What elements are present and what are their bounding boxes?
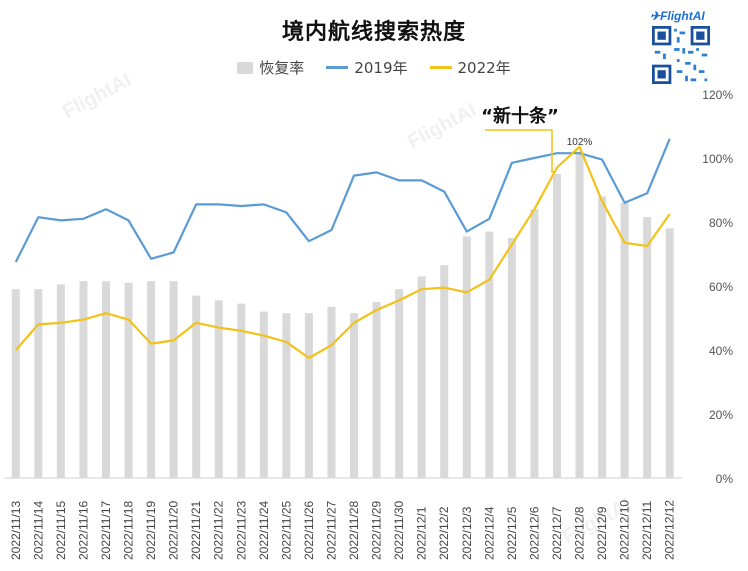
y-tick-label: 100% [702, 152, 733, 166]
x-tick-label: 2022/11/17 [99, 501, 113, 560]
bar-recovery-rate [327, 306, 336, 478]
legend-item-2022: 2022年 [429, 57, 511, 78]
bar-recovery-rate [440, 265, 449, 478]
chart-title: 境内航线搜索热度 [281, 20, 466, 45]
legend-swatch-bar [237, 61, 254, 74]
y-tick-label: 0% [716, 472, 734, 486]
bar-recovery-rate [101, 281, 110, 478]
line-2019 [14, 138, 671, 263]
bar-recovery-rate [124, 282, 133, 478]
x-tick-label: 2022/12/7 [550, 506, 564, 560]
bar-recovery-rate [530, 209, 539, 478]
legend: 恢复率 2019年 2022年 [0, 57, 748, 78]
bar-recovery-rate [598, 196, 607, 478]
bar-recovery-rate [552, 174, 561, 478]
y-tick-label: 80% [709, 216, 733, 230]
legend-label-2019: 2019年 [354, 59, 408, 77]
x-tick-label: 2022/12/4 [482, 506, 496, 560]
x-tick-label: 2022/11/14 [31, 501, 45, 560]
x-tick-label: 2022/11/15 [54, 501, 68, 560]
bar-recovery-rate [304, 313, 313, 478]
legend-label-bar: 恢复率 [259, 59, 305, 77]
x-tick-label: 2022/12/11 [640, 501, 654, 560]
x-tick-label: 2022/12/6 [527, 506, 541, 560]
x-tick-label: 2022/12/12 [663, 500, 677, 560]
qr-code-icon [652, 26, 710, 84]
legend-label-2022: 2022年 [457, 59, 511, 77]
x-tick-label: 2022/12/8 [573, 506, 587, 560]
x-tick-label: 2022/12/10 [618, 500, 632, 560]
x-tick-label: 2022/11/20 [167, 501, 181, 560]
x-tick-label: 2022/11/13 [9, 501, 23, 560]
legend-swatch-2022 [429, 66, 452, 69]
x-tick-label: 2022/11/26 [302, 501, 316, 560]
x-tick-label: 2022/11/22 [212, 501, 226, 560]
x-tick-label: 2022/11/21 [189, 501, 203, 560]
bar-recovery-rate [665, 228, 674, 478]
y-tick-label: 60% [709, 280, 733, 294]
legend-item-2019: 2019年 [326, 57, 408, 78]
x-tick-label: 2022/12/1 [415, 506, 429, 560]
bar-recovery-rate [507, 238, 516, 478]
bar-recovery-rate [34, 289, 43, 478]
bar-recovery-rate [214, 300, 223, 478]
bar-recovery-rate [575, 151, 584, 478]
x-tick-label: 2022/11/24 [257, 501, 271, 560]
bar-recovery-rate [417, 276, 426, 478]
bar-recovery-rate [395, 289, 404, 478]
legend-swatch-2019 [326, 66, 349, 69]
annotation-xinshitiao: “新十条” [481, 105, 559, 127]
x-tick-label: 2022/11/18 [122, 501, 136, 560]
bar-recovery-rate [372, 302, 381, 478]
bar-recovery-rate [56, 284, 65, 478]
bar-recovery-rate [462, 236, 471, 478]
data-label-102: 102% [567, 137, 593, 148]
x-tick-label: 2022/11/16 [76, 501, 90, 560]
x-tick-label: 2022/11/19 [144, 501, 158, 560]
brand-name: FlightAI [660, 9, 705, 23]
bar-recovery-rate [79, 281, 88, 478]
legend-item-bar: 恢复率 [237, 57, 304, 78]
bar-recovery-rate [620, 202, 629, 479]
x-tick-label: 2022/11/27 [324, 501, 338, 560]
y-tick-label: 120% [702, 88, 733, 102]
plane-icon: ✈ [650, 9, 661, 23]
bar-recovery-rate [169, 281, 178, 478]
bar-recovery-rate [192, 295, 201, 478]
bar-recovery-rate [259, 311, 268, 478]
bar-recovery-rate [350, 313, 359, 478]
x-tick-label: 2022/12/9 [595, 506, 609, 560]
bar-recovery-rate [147, 281, 156, 478]
bar-recovery-rate [282, 313, 291, 478]
x-tick-label: 2022/11/29 [370, 501, 384, 560]
x-tick-label: 2022/12/5 [505, 506, 519, 560]
brand-logo: ✈FlightAI [650, 9, 705, 23]
y-tick-label: 40% [709, 344, 733, 358]
bar-recovery-rate [643, 217, 652, 478]
x-tick-label: 2022/12/2 [437, 506, 451, 560]
line-2022 [14, 145, 671, 360]
bar-recovery-rate [11, 289, 20, 478]
x-tick-label: 2022/11/28 [347, 501, 361, 560]
bar-recovery-rate [485, 231, 494, 478]
y-tick-label: 20% [709, 408, 733, 422]
x-tick-label: 2022/11/25 [279, 501, 293, 560]
annotation-leader-line [485, 129, 555, 173]
x-tick-label: 2022/12/3 [460, 506, 474, 560]
bar-recovery-rate [237, 303, 246, 478]
x-tick-label: 2022/11/23 [234, 501, 248, 560]
x-tick-label: 2022/11/30 [392, 501, 406, 560]
